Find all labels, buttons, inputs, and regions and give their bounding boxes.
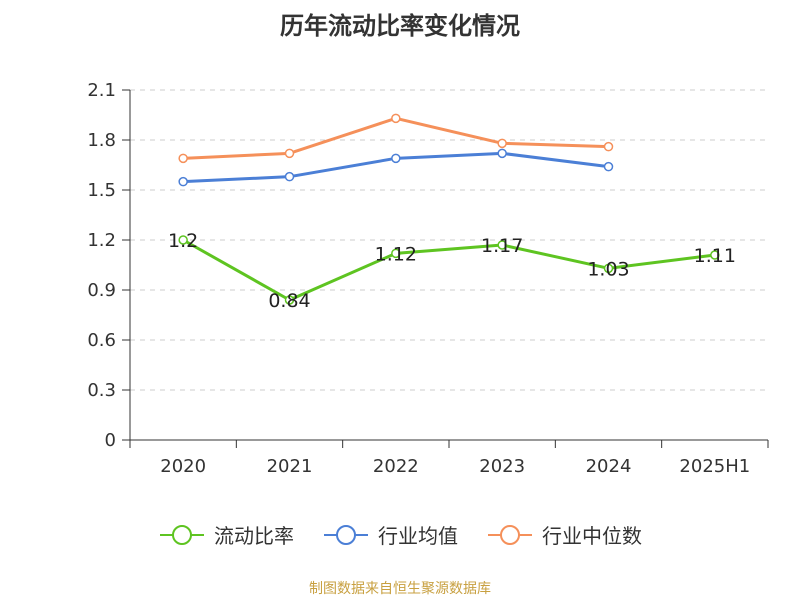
- chart-title: 历年流动比率变化情况: [280, 12, 520, 40]
- legend-marker-icon: [324, 524, 368, 545]
- x-tick-label: 2020: [160, 456, 206, 477]
- data-point: [391, 248, 401, 259]
- series-line: [183, 116, 609, 160]
- data-label: 1.12: [375, 243, 417, 265]
- legend-marker-icon: [488, 524, 532, 545]
- data-label: 1.11: [694, 245, 736, 267]
- legend-item[interactable]: 流动比率: [158, 520, 294, 549]
- x-tick-label: 2021: [267, 456, 313, 477]
- data-label: 1.03: [587, 258, 629, 280]
- data-point: [603, 141, 614, 152]
- legend-item[interactable]: 行业中位数: [486, 520, 642, 549]
- data-point: [284, 171, 295, 182]
- data-point: [497, 148, 507, 159]
- data-point: [284, 148, 295, 159]
- data-point: [391, 113, 401, 124]
- legend-marker-icon: [160, 524, 204, 545]
- legend-label: 行业均值: [378, 524, 458, 548]
- x-tick-label: 2022: [373, 456, 419, 477]
- source-note: 制图数据来自恒生聚源数据库: [309, 581, 491, 597]
- y-tick-label: 0.3: [87, 380, 116, 401]
- data-point: [284, 295, 295, 305]
- data-point: [178, 235, 188, 245]
- y-tick-label: 1.5: [87, 180, 116, 201]
- y-tick-label: 1.2: [87, 230, 116, 251]
- x-tick-label: 2025H1: [679, 456, 750, 477]
- data-label: 0.84: [268, 290, 310, 312]
- data-point: [603, 263, 614, 274]
- legend-label: 行业中位数: [542, 524, 642, 548]
- legend-label: 流动比率: [214, 524, 294, 548]
- series-line: [182, 238, 716, 302]
- data-point: [497, 138, 507, 149]
- y-tick-label: 1.8: [87, 130, 116, 151]
- legend: 流动比率 行业均值 行业中位数: [0, 520, 800, 549]
- data-point: [603, 161, 614, 172]
- y-tick-label: 0.6: [87, 330, 116, 351]
- data-point: [391, 153, 401, 164]
- data-point: [497, 240, 507, 250]
- data-point: [178, 176, 188, 187]
- x-tick-label: 2024: [586, 456, 632, 477]
- data-label: 1.17: [481, 235, 523, 257]
- y-tick-label: 0: [105, 430, 116, 451]
- x-tick-label: 2023: [479, 456, 525, 477]
- y-tick-label: 0.9: [87, 280, 116, 301]
- data-point: [178, 153, 188, 164]
- data-label: 1.2: [168, 230, 198, 252]
- data-point: [710, 250, 720, 260]
- y-tick-label: 2.1: [87, 80, 116, 101]
- legend-item[interactable]: 行业均值: [322, 520, 458, 549]
